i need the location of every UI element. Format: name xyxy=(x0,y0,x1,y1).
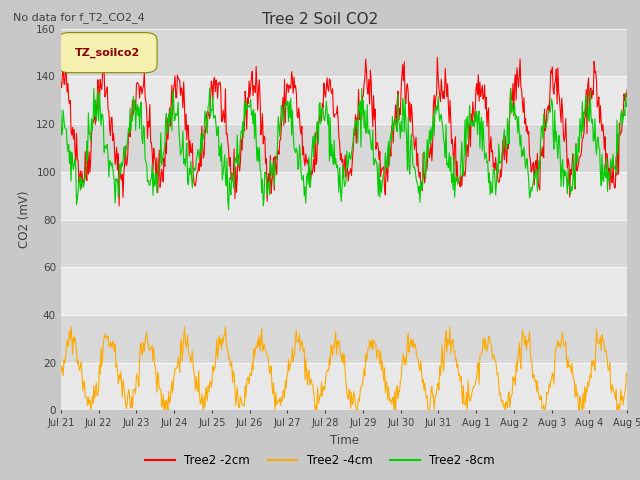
Text: No data for f_T2_CO2_4: No data for f_T2_CO2_4 xyxy=(13,12,145,23)
Text: TZ_soilco2: TZ_soilco2 xyxy=(75,48,140,58)
Text: Tree 2 Soil CO2: Tree 2 Soil CO2 xyxy=(262,12,378,27)
Bar xyxy=(61,363,627,410)
Bar xyxy=(61,267,627,315)
FancyBboxPatch shape xyxy=(58,33,157,72)
Legend: Tree2 -2cm, Tree2 -4cm, Tree2 -8cm: Tree2 -2cm, Tree2 -4cm, Tree2 -8cm xyxy=(141,449,499,472)
Y-axis label: CO2 (mV): CO2 (mV) xyxy=(18,191,31,248)
Bar xyxy=(61,76,627,124)
X-axis label: Time: Time xyxy=(330,433,358,446)
Bar xyxy=(61,172,627,220)
